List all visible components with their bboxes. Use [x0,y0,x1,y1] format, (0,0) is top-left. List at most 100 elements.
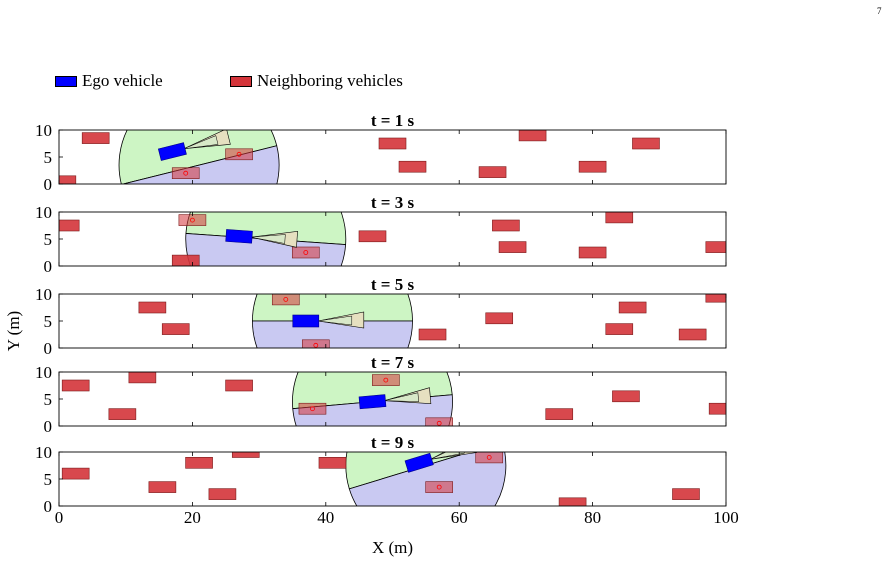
ego-vehicle [292,314,320,328]
detected-marker [189,217,195,223]
ego-vehicle [404,452,434,473]
neighbor-vehicle [225,148,253,161]
front-perception-region [118,130,278,184]
neighbor-vehicle [558,497,587,506]
ego-vehicle [358,394,387,410]
ego-group [358,387,432,410]
neighbor-vehicle [475,452,504,464]
legend-ego-label: Ego vehicle [82,71,163,90]
detected-marker [310,406,315,412]
neighbor-vehicle [425,417,453,426]
ego-vehicle [157,142,187,161]
neighbor-vehicle [418,328,447,341]
neighbor-vehicle [161,323,190,335]
sensor-cone-narrow [317,315,353,326]
y-axis-label: Y (m) [4,311,23,351]
neighbor-vehicle [578,246,607,259]
x-tick-label: 60 [451,508,468,527]
neighbor-vehicle [498,241,527,253]
neighbor-vehicle [148,481,177,493]
neighbor-vehicle [378,137,407,150]
legend-ego-swatch [55,75,77,87]
neighbor-vehicle [612,390,640,403]
x-tick-label: 80 [584,508,601,527]
x-axis-label: X (m) [372,538,413,557]
panel-2: 0 5 10 t = 3 s [35,193,727,276]
plot-area [61,372,726,426]
neighbor-vehicle [478,166,507,178]
y-tick-label: 0 [44,175,53,194]
neighbor-vehicle [518,130,547,142]
neighbor-vehicle [81,132,110,144]
neighbor-vehicle [208,488,237,500]
neighbor-vehicle [705,294,726,303]
panel-4: 0 5 10 t = 7 s [35,353,727,436]
detected-marker [436,484,442,490]
y-tick-label: 10 [35,363,52,382]
neighbor-vehicle [705,241,726,253]
panel-1: 0 5 10 t = 1 s [35,111,727,194]
y-tick-label: 0 [44,497,53,516]
neighbor-vehicle [398,160,427,173]
y-tick-label: 10 [35,443,52,462]
neighbor-vehicle [618,301,647,314]
x-tick-label: 0 [55,508,64,527]
neighbor-vehicle [372,374,400,386]
neighbor-vehicle [59,175,77,184]
detected-marker [183,170,189,176]
neighbor-vehicle [605,323,634,335]
detected-marker [283,296,289,302]
neighbor-vehicle [605,212,634,224]
neighbor-vehicle [425,481,453,493]
y-tick-label: 5 [44,390,53,409]
neighbor-vehicle [171,167,200,179]
neighbor-vehicle [672,488,700,500]
neighbor-vehicle [185,456,213,469]
neighbor-vehicle [128,372,157,384]
neighbor-vehicle [485,312,514,325]
sensor-cone-narrow [251,234,286,244]
neighbor-vehicle [678,328,707,341]
rear-perception-region [252,320,413,348]
neighbor-vehicle [271,294,300,306]
rear-perception-region [348,452,507,506]
ego-group [404,452,478,473]
y-tick-label: 5 [44,148,53,167]
neighbor-vehicle [61,467,90,480]
sensor-cone-narrow [430,452,465,460]
neighbor-vehicle [708,402,726,415]
sensor-cone-narrow [384,392,419,402]
legend-neighbor-label: Neighboring vehicles [257,71,403,90]
panel-title: t = 1 s [371,111,415,130]
detected-marker [436,420,442,426]
neighbor-vehicle [61,379,90,392]
neighbor-vehicle [492,219,520,232]
legend-neighbor-swatch [230,75,252,87]
neighbor-vehicle [108,408,137,420]
x-tick-label: 100 [713,508,739,527]
y-tick-label: 5 [44,312,53,331]
y-tick-label: 0 [44,257,53,276]
y-tick-label: 0 [44,417,53,436]
neighbor-vehicle [59,219,80,232]
x-tick-label: 40 [317,508,334,527]
y-tick-label: 5 [44,230,53,249]
panel-3: 0 5 10 t = 5 s [35,275,727,358]
neighbor-vehicle [318,456,347,469]
detected-marker [236,151,242,157]
plot-area [59,130,660,184]
front-perception-region [292,372,453,410]
detected-marker [313,342,319,348]
panel-title: t = 5 s [371,275,415,294]
neighbor-vehicle [578,160,607,173]
neighbor-vehicle [138,301,167,314]
neighbor-vehicle [171,254,200,266]
x-tick-label: 20 [184,508,201,527]
panel-title: t = 3 s [371,193,415,212]
page-number: 7 [877,6,882,16]
detected-marker [486,454,492,460]
sensor-cone-narrow [183,135,219,149]
y-tick-label: 0 [44,339,53,358]
